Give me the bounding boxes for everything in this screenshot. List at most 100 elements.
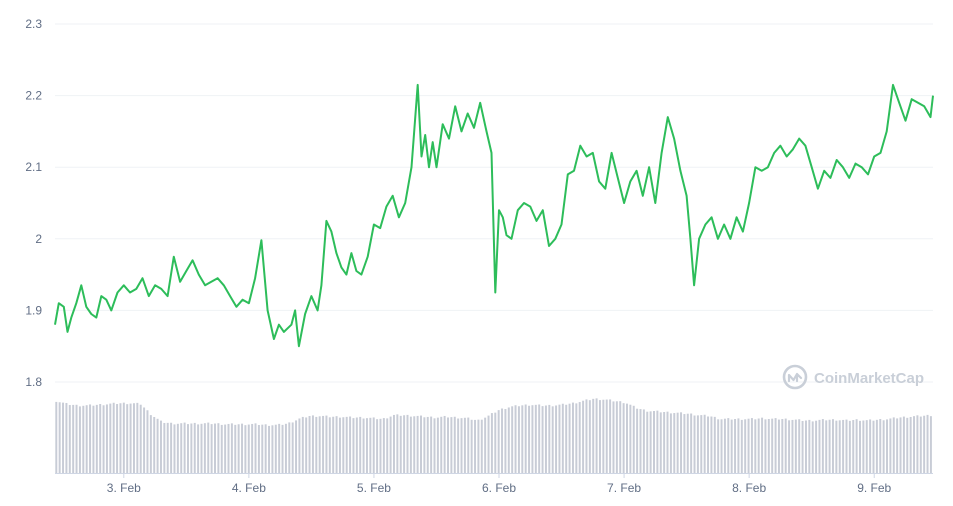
- y-axis-tick-labels: 1.8 1.9 2 2.1 2.2 2.3: [25, 17, 42, 389]
- volume-bar: [295, 420, 298, 473]
- volume-bar: [301, 416, 304, 473]
- volume-bar: [365, 418, 368, 473]
- volume-bar: [274, 424, 277, 473]
- volume-bar: [636, 408, 639, 473]
- volume-bar: [886, 419, 888, 473]
- volume-bar: [146, 410, 149, 473]
- volume-bar: [521, 405, 524, 473]
- volume-bar: [544, 405, 547, 473]
- volume-bar: [214, 423, 216, 473]
- volume-bar: [183, 422, 186, 473]
- volume-bar: [686, 413, 689, 473]
- volume-bar: [541, 406, 544, 473]
- volume-bar: [845, 419, 848, 473]
- volume-bar: [696, 415, 699, 473]
- volume-bar: [926, 414, 929, 473]
- volume-bar: [450, 417, 453, 473]
- volume-bar: [568, 403, 571, 473]
- volume-bar: [777, 419, 780, 473]
- volume-bar: [207, 422, 210, 473]
- volume-bar: [416, 415, 419, 473]
- volume-bar: [75, 404, 78, 473]
- volume-bar: [315, 416, 318, 473]
- volume-bar: [170, 422, 173, 473]
- volume-bar: [595, 398, 598, 473]
- volume-bar: [683, 414, 686, 473]
- volume-bar: [436, 417, 439, 473]
- volume-bar: [788, 420, 791, 473]
- volume-bar: [308, 416, 311, 473]
- volume-bar: [241, 423, 244, 473]
- volume-bar: [865, 420, 868, 473]
- volume-bar: [62, 402, 65, 473]
- volume-bar: [798, 419, 801, 473]
- volume-bar: [828, 419, 831, 473]
- x-axis-tick-labels: 3. Feb 4. Feb 5. Feb 6. Feb 7. Feb 8. Feb 9. F…: [107, 473, 892, 495]
- x-tick-label: 5. Feb: [357, 481, 391, 495]
- volume-bar: [264, 424, 267, 473]
- volume-bar: [173, 424, 176, 473]
- volume-bar: [913, 416, 916, 473]
- volume-bar: [727, 418, 730, 473]
- volume-bar: [602, 399, 605, 473]
- volume-bar: [268, 425, 271, 473]
- volume-bar: [463, 417, 466, 473]
- volume-bar: [359, 416, 362, 473]
- volume-bar: [710, 416, 713, 473]
- volume-bar: [153, 417, 156, 473]
- volume-bar: [187, 424, 189, 473]
- volume-bar: [821, 419, 824, 473]
- x-tick-label: 4. Feb: [232, 481, 266, 495]
- volume-bar: [852, 420, 855, 473]
- volume-bar: [815, 420, 818, 473]
- price-line: [54, 83, 934, 348]
- volume-bar: [281, 424, 284, 473]
- volume-bar: [754, 419, 757, 473]
- volume-bar: [403, 415, 406, 473]
- volume-bar: [99, 404, 102, 473]
- x-tick-label: 3. Feb: [107, 481, 141, 495]
- volume-bar: [497, 410, 500, 473]
- volume-bar: [558, 404, 561, 473]
- volume-bar: [811, 421, 814, 473]
- coinmarketcap-logo-icon: [782, 364, 808, 390]
- volume-bar: [284, 423, 287, 473]
- volume-bar: [605, 399, 608, 473]
- volume-bar: [791, 419, 794, 473]
- y-tick-label: 1.9: [25, 303, 42, 317]
- volume-bar: [352, 418, 355, 473]
- volume-bar: [571, 402, 574, 473]
- volume-bar: [808, 419, 811, 473]
- volume-bar: [132, 403, 135, 473]
- volume-bar: [89, 404, 92, 473]
- x-tick-label: 8. Feb: [732, 481, 766, 495]
- y-tick-label: 1.8: [25, 375, 42, 389]
- volume-bar: [291, 422, 294, 473]
- volume-bar: [203, 423, 206, 473]
- volume-bar: [345, 416, 348, 473]
- volume-bar: [460, 418, 463, 473]
- volume-bar: [855, 419, 858, 473]
- volume-bar: [899, 417, 902, 473]
- volume-bar: [105, 404, 108, 473]
- volume-bar: [122, 402, 125, 473]
- volume-bar: [690, 413, 693, 473]
- volume-bar: [386, 418, 389, 473]
- volume-bar: [78, 406, 81, 473]
- volume-bar: [129, 403, 132, 473]
- volume-bar: [565, 404, 568, 473]
- volume-bar: [656, 410, 659, 473]
- volume-bar: [328, 417, 331, 473]
- volume-bar: [929, 416, 932, 473]
- volume-bar: [338, 417, 341, 473]
- volume-bar: [561, 403, 564, 473]
- volume-bar: [703, 414, 706, 473]
- y-tick-label: 2.2: [25, 89, 42, 103]
- volume-bar: [372, 417, 375, 473]
- volume-bar: [470, 419, 473, 473]
- volume-bar: [430, 416, 433, 473]
- volume-bar: [224, 424, 227, 473]
- volume-bar: [413, 416, 416, 473]
- volume-bar: [332, 416, 335, 473]
